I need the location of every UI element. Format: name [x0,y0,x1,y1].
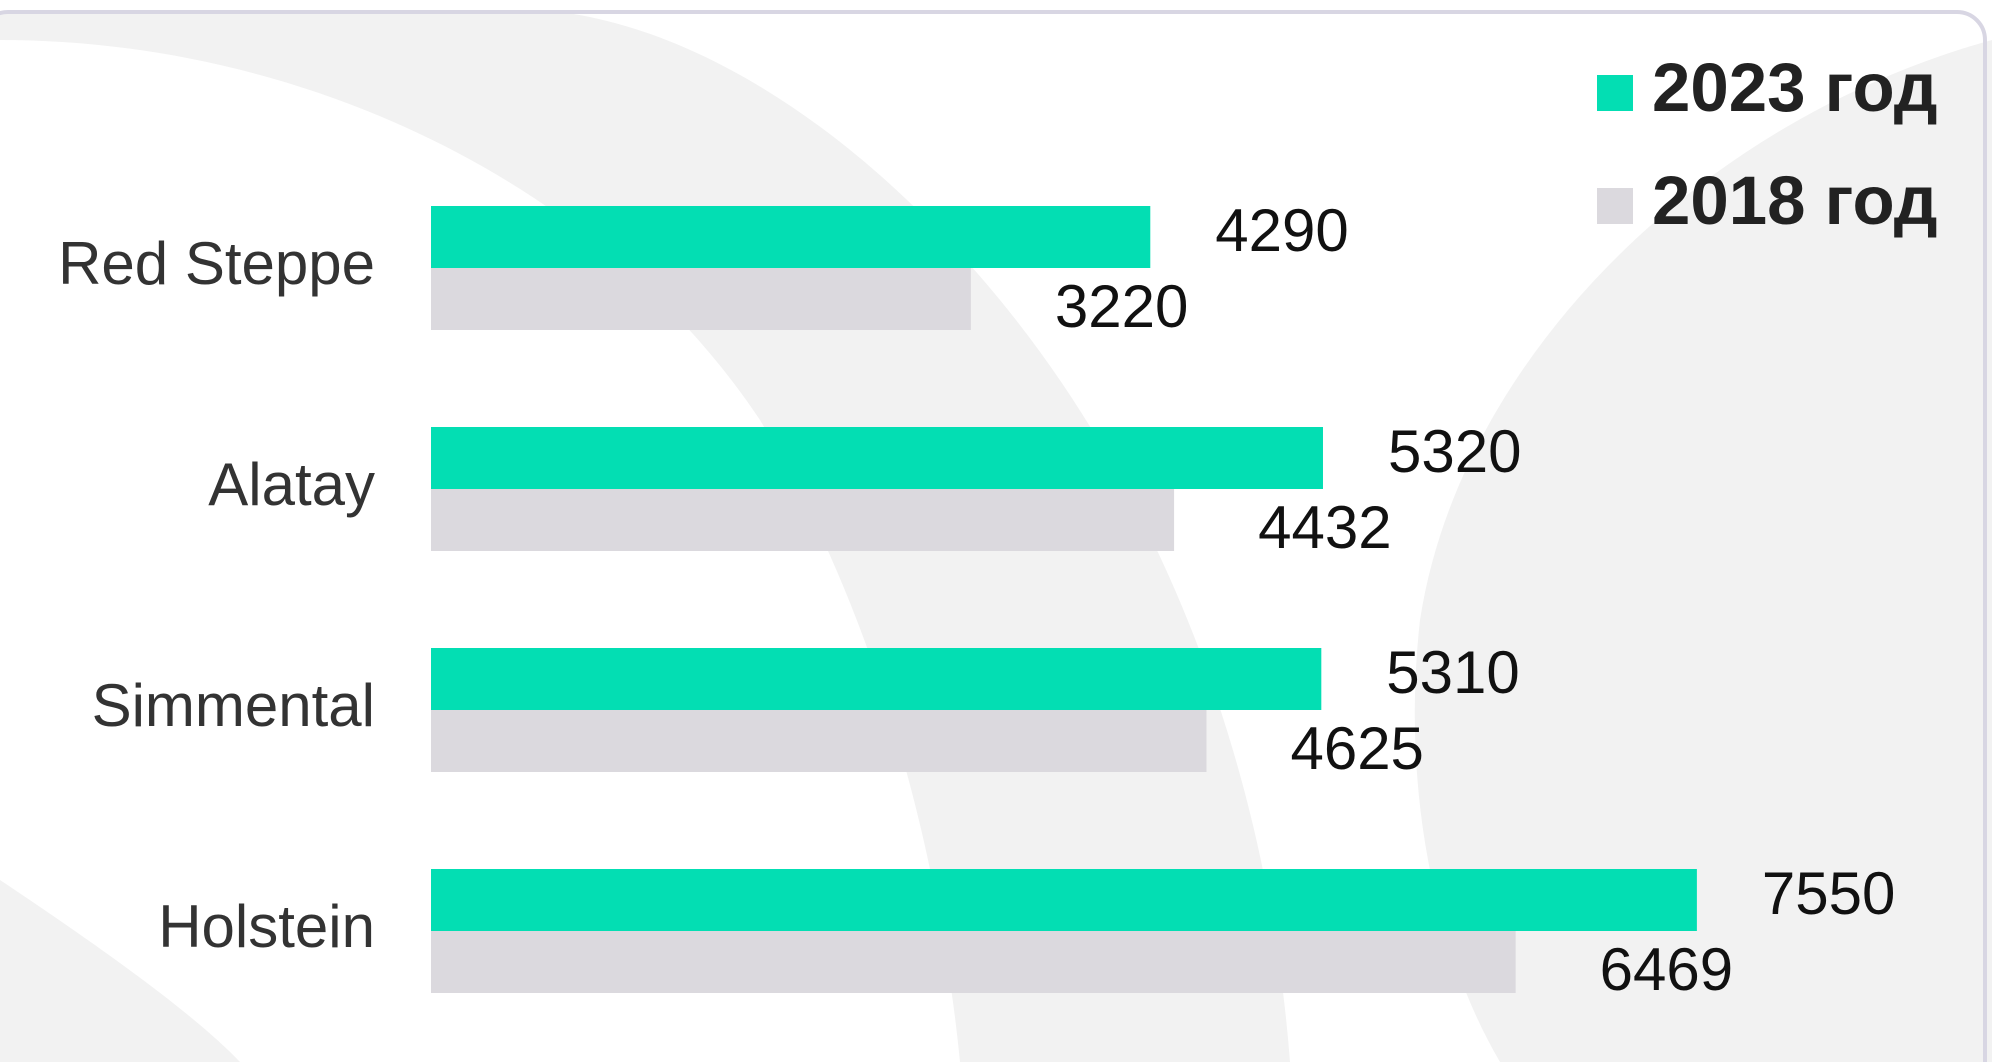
bar [431,427,1323,489]
category-label: Alatay [208,451,375,518]
category-label: Simmental [92,672,375,739]
value-label: 6469 [1600,936,1733,1003]
value-label: 4432 [1258,494,1391,561]
bar [431,931,1516,993]
category-label: Red Steppe [58,230,375,297]
legend-label: 2023 год [1652,49,1938,126]
category-label: Holstein [158,893,375,960]
plot-area: Red Steppe 4290 3220 Alatay 5320 4432 Simmenta… [58,49,1937,1003]
value-label: 5320 [1388,418,1521,485]
value-label: 5310 [1386,639,1519,706]
value-label: 4290 [1215,197,1348,264]
value-label: 4625 [1290,715,1423,782]
legend-swatch [1597,75,1633,111]
bar [431,648,1322,710]
bar [431,489,1175,551]
value-label: 7550 [1762,860,1895,927]
decor-shape [1414,40,1992,1062]
bar [431,206,1151,268]
legend-label: 2018 год [1652,162,1938,239]
value-label: 3220 [1055,273,1188,340]
bar [431,710,1207,772]
bar [431,268,971,330]
bar [431,869,1697,931]
card-border [0,10,1987,1062]
legend-swatch [1597,188,1633,224]
decor-shape [0,880,240,1062]
